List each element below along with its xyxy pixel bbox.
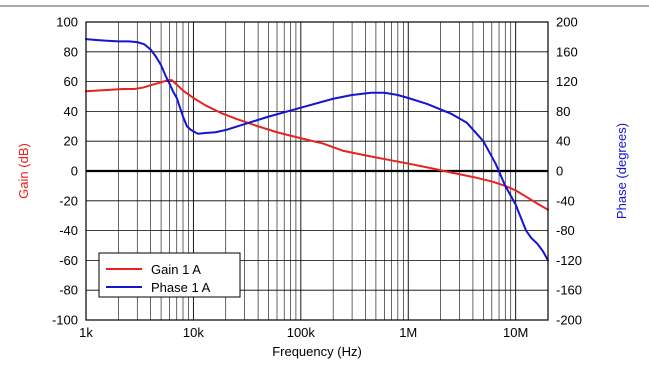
legend-label-phase: Phase 1 A	[151, 280, 211, 295]
y-axis-left-label: Gain (dB)	[16, 143, 31, 199]
gain-series-line	[85, 79, 549, 211]
y-axis-right-label: Phase (degrees)	[614, 123, 629, 219]
left-tick-labels: 100 80 60 40 20 0 -20 -40 -60 -80 -100	[52, 15, 78, 328]
x-axis-label: Frequency (Hz)	[272, 344, 362, 359]
left-tick-label: -100	[52, 313, 78, 328]
left-tick-label: 80	[64, 44, 78, 59]
right-tick-label: 80	[556, 104, 570, 119]
legend: Gain 1 A Phase 1 A	[98, 252, 241, 298]
right-tick-label: 160	[556, 44, 578, 59]
phase-series-line	[85, 38, 549, 262]
left-tick-label: 40	[64, 104, 78, 119]
right-tick-label: 200	[556, 15, 578, 30]
left-tick-label: -20	[59, 193, 78, 208]
right-tick-label: -40	[556, 193, 575, 208]
x-tick-label: 1k	[79, 325, 93, 340]
right-tick-label: -160	[556, 283, 582, 298]
right-tick-labels: 200 160 120 80 40 0 -40 -80 -120 -160 -200	[556, 15, 582, 328]
right-tick-label: 0	[556, 164, 563, 179]
left-tick-label: -40	[59, 223, 78, 238]
right-tick-label: -80	[556, 223, 575, 238]
right-tick-label: 40	[556, 134, 570, 149]
left-tick-label: 60	[64, 74, 78, 89]
plot-frame	[85, 21, 549, 321]
right-tick-label: -200	[556, 313, 582, 328]
left-tick-label: -80	[59, 283, 78, 298]
left-tick-label: -60	[59, 253, 78, 268]
x-tick-label: 10k	[183, 325, 204, 340]
right-tick-label: -120	[556, 253, 582, 268]
series-lines	[85, 38, 549, 262]
x-tick-label: 100k	[287, 325, 316, 340]
grid	[86, 22, 548, 320]
x-tick-label: 10M	[503, 325, 528, 340]
x-tick-labels: 1k 10k 100k 1M 10M	[79, 325, 528, 340]
legend-label-gain: Gain 1 A	[151, 262, 201, 277]
left-tick-label: 0	[71, 164, 78, 179]
left-tick-label: 100	[56, 15, 78, 30]
x-tick-label: 1M	[399, 325, 417, 340]
legend-box	[98, 252, 241, 298]
right-tick-label: 120	[556, 74, 578, 89]
left-tick-label: 20	[64, 134, 78, 149]
